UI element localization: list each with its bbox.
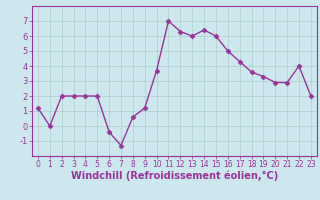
X-axis label: Windchill (Refroidissement éolien,°C): Windchill (Refroidissement éolien,°C) bbox=[71, 171, 278, 181]
